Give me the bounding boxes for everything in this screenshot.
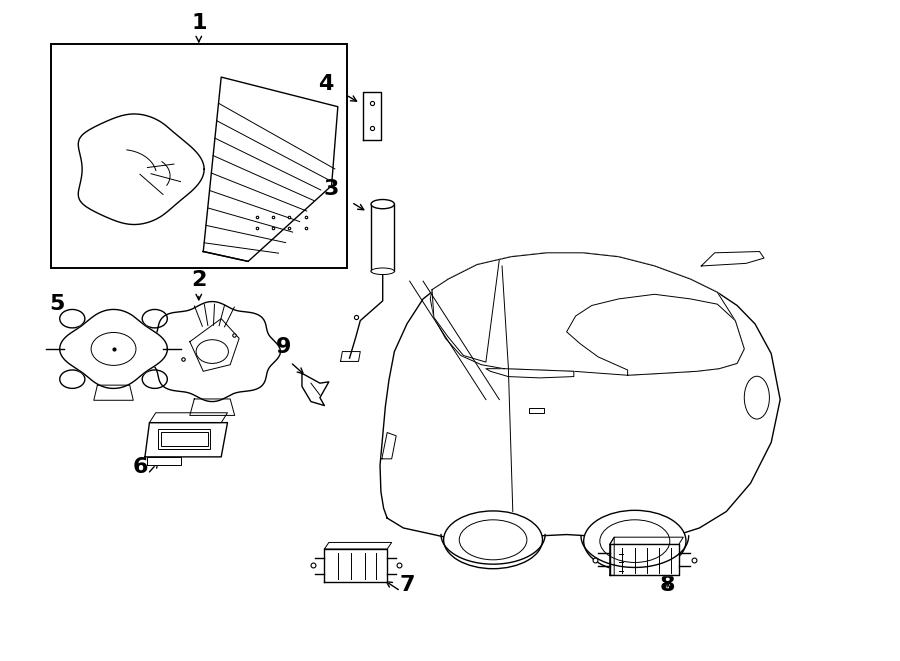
Ellipse shape <box>444 511 543 568</box>
Text: 3: 3 <box>324 179 339 199</box>
Bar <box>50 44 346 268</box>
Text: 1: 1 <box>191 13 206 33</box>
Circle shape <box>91 332 136 366</box>
Text: 9: 9 <box>276 337 292 357</box>
Ellipse shape <box>371 268 394 274</box>
Polygon shape <box>149 412 228 422</box>
Polygon shape <box>190 399 235 415</box>
Polygon shape <box>567 294 744 375</box>
Polygon shape <box>340 352 360 362</box>
Ellipse shape <box>371 200 394 209</box>
Bar <box>161 432 208 446</box>
Polygon shape <box>609 537 683 545</box>
Polygon shape <box>371 204 394 271</box>
Ellipse shape <box>459 520 526 560</box>
Polygon shape <box>382 432 396 459</box>
Ellipse shape <box>599 520 670 563</box>
Polygon shape <box>302 373 328 406</box>
Polygon shape <box>78 114 204 225</box>
Polygon shape <box>145 422 228 457</box>
Polygon shape <box>144 301 281 402</box>
Polygon shape <box>701 252 764 266</box>
Polygon shape <box>430 253 744 375</box>
Polygon shape <box>432 259 500 362</box>
Text: 6: 6 <box>132 457 148 477</box>
Polygon shape <box>363 93 381 139</box>
Polygon shape <box>147 457 181 465</box>
Polygon shape <box>324 549 387 582</box>
Polygon shape <box>94 385 133 401</box>
Polygon shape <box>59 309 167 389</box>
Polygon shape <box>203 77 338 261</box>
Circle shape <box>59 370 85 389</box>
Polygon shape <box>324 543 392 549</box>
Polygon shape <box>609 545 679 575</box>
Polygon shape <box>609 537 614 575</box>
Polygon shape <box>380 253 780 543</box>
Circle shape <box>142 370 167 389</box>
Text: 4: 4 <box>319 73 334 94</box>
Text: 2: 2 <box>191 270 206 290</box>
Text: 8: 8 <box>660 575 675 595</box>
Polygon shape <box>486 369 574 378</box>
Bar <box>158 429 211 449</box>
Ellipse shape <box>584 510 686 572</box>
Circle shape <box>59 309 85 328</box>
Ellipse shape <box>744 376 770 419</box>
Text: 5: 5 <box>50 294 65 314</box>
Text: 7: 7 <box>400 575 415 595</box>
Circle shape <box>142 309 167 328</box>
